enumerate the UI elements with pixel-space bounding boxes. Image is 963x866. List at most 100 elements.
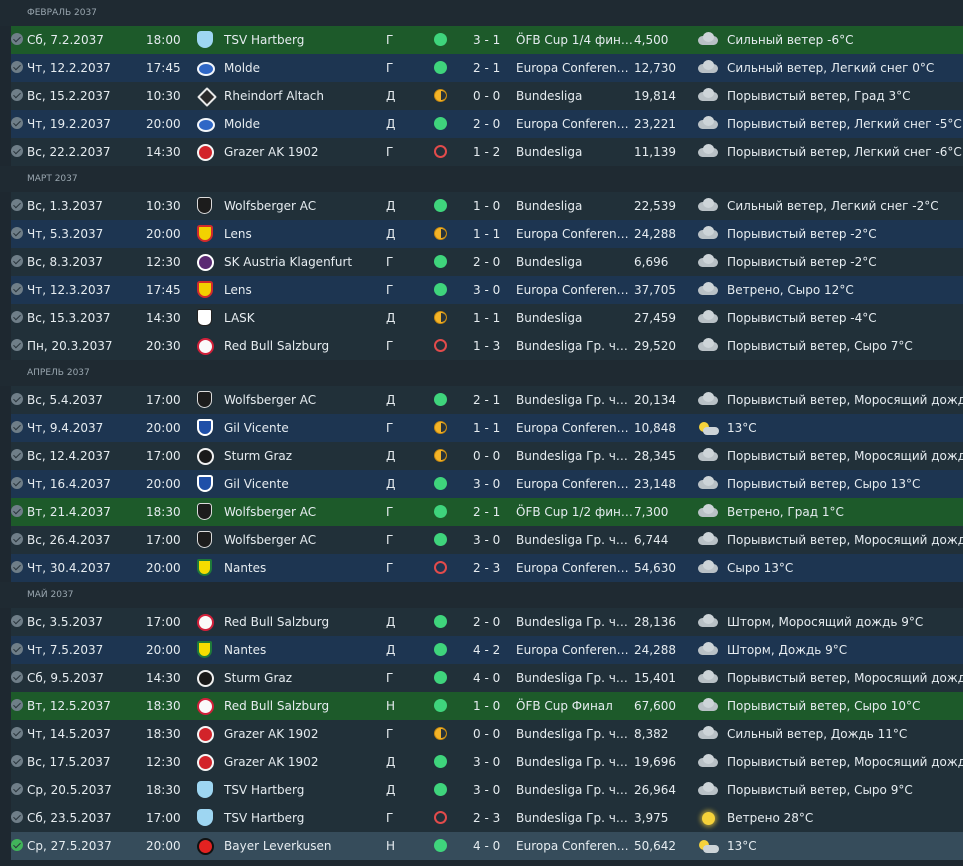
fixture-row[interactable]: Вс, 15.2.2037 10:30 Rheindorf Altach Д 0 - 0… (11, 82, 963, 110)
fixture-row[interactable]: Вс, 26.4.2037 17:00 Wolfsberger AC Г 3 - 0 Bu… (11, 526, 963, 554)
fixture-row[interactable]: Вс, 3.5.2037 17:00 Red Bull Salzburg Д 2 - 0… (11, 608, 963, 636)
fixture-row[interactable]: Пн, 20.3.2037 20:30 Red Bull Salzburg Г 1 - … (11, 332, 963, 360)
competition-name[interactable]: Bundesliga Гр. чемпионов (516, 442, 634, 470)
match-score[interactable]: 1 - 1 (473, 414, 500, 442)
competition-name[interactable]: Europa Conference League (516, 832, 634, 860)
opponent-name[interactable]: Nantes (224, 554, 266, 582)
fixture-row[interactable]: Чт, 9.4.2037 20:00 Gil Vicente Г 1 - 1 Europa… (11, 414, 963, 442)
match-score[interactable]: 4 - 0 (473, 832, 500, 860)
opponent-name[interactable]: TSV Hartberg (224, 26, 304, 54)
fixture-row[interactable]: Вт, 21.4.2037 18:30 Wolfsberger AC Г 2 - 1 ÖF… (11, 498, 963, 526)
opponent-name[interactable]: Red Bull Salzburg (224, 608, 329, 636)
opponent-name[interactable]: Sturm Graz (224, 664, 292, 692)
fixture-row[interactable]: Чт, 14.5.2037 18:30 Grazer AK 1902 Г 0 - 0 Bu… (11, 720, 963, 748)
competition-name[interactable]: Bundesliga Гр. чемпионов (516, 748, 634, 776)
opponent-name[interactable]: Wolfsberger AC (224, 526, 316, 554)
match-score[interactable]: 4 - 0 (473, 664, 500, 692)
match-score[interactable]: 1 - 0 (473, 192, 500, 220)
fixture-row[interactable]: Вс, 5.4.2037 17:00 Wolfsberger AC Д 2 - 1 Bun… (11, 386, 963, 414)
opponent-name[interactable]: TSV Hartberg (224, 804, 304, 832)
opponent-name[interactable]: Red Bull Salzburg (224, 692, 329, 720)
fixture-row[interactable]: Сб, 7.2.2037 18:00 TSV Hartberg Г 3 - 1 ÖFB C… (11, 26, 963, 54)
match-score[interactable]: 1 - 2 (473, 138, 500, 166)
opponent-name[interactable]: Lens (224, 220, 252, 248)
opponent-name[interactable]: Lens (224, 276, 252, 304)
opponent-name[interactable]: Gil Vicente (224, 414, 289, 442)
competition-name[interactable]: Bundesliga Гр. чемпионов (516, 664, 634, 692)
opponent-name[interactable]: Rheindorf Altach (224, 82, 324, 110)
fixture-row[interactable]: Чт, 12.2.2037 17:45 Molde Г 2 - 1 Europa Conf… (11, 54, 963, 82)
opponent-name[interactable]: TSV Hartberg (224, 776, 304, 804)
match-score[interactable]: 3 - 1 (473, 26, 500, 54)
match-score[interactable]: 3 - 0 (473, 748, 500, 776)
competition-name[interactable]: Bundesliga Гр. чемпионов (516, 332, 634, 360)
competition-name[interactable]: Europa Conference League (516, 276, 634, 304)
match-score[interactable]: 0 - 0 (473, 720, 500, 748)
match-score[interactable]: 2 - 1 (473, 386, 500, 414)
competition-name[interactable]: Bundesliga (516, 304, 634, 332)
match-score[interactable]: 2 - 3 (473, 554, 500, 582)
match-score[interactable]: 2 - 0 (473, 608, 500, 636)
competition-name[interactable]: Bundesliga (516, 248, 634, 276)
competition-name[interactable]: Europa Conference League (516, 636, 634, 664)
match-score[interactable]: 0 - 0 (473, 442, 500, 470)
match-score[interactable]: 3 - 0 (473, 470, 500, 498)
competition-name[interactable]: Bundesliga (516, 82, 634, 110)
competition-name[interactable]: Bundesliga Гр. чемпионов (516, 804, 634, 832)
match-score[interactable]: 1 - 0 (473, 692, 500, 720)
fixture-row[interactable]: Вс, 1.3.2037 10:30 Wolfsberger AC Д 1 - 0 Bun… (11, 192, 963, 220)
competition-name[interactable]: Europa Conference League (516, 220, 634, 248)
opponent-name[interactable]: Bayer Leverkusen (224, 832, 332, 860)
competition-name[interactable]: Europa Conference League (516, 470, 634, 498)
fixture-row[interactable]: Сб, 23.5.2037 17:00 TSV Hartberg Г 2 - 3 Bund… (11, 804, 963, 832)
opponent-name[interactable]: LASK (224, 304, 255, 332)
competition-name[interactable]: Bundesliga Гр. чемпионов (516, 720, 634, 748)
competition-name[interactable]: ÖFB Cup Финал (516, 692, 634, 720)
fixture-row[interactable]: Чт, 16.4.2037 20:00 Gil Vicente Д 3 - 0 Europ… (11, 470, 963, 498)
fixture-row[interactable]: Вт, 12.5.2037 18:30 Red Bull Salzburg Н 1 - … (11, 692, 963, 720)
competition-name[interactable]: Europa Conference League (516, 110, 634, 138)
match-score[interactable]: 1 - 1 (473, 220, 500, 248)
match-score[interactable]: 0 - 0 (473, 82, 500, 110)
opponent-name[interactable]: Wolfsberger AC (224, 192, 316, 220)
opponent-name[interactable]: Gil Vicente (224, 470, 289, 498)
competition-name[interactable]: ÖFB Cup 1/2 финала (516, 498, 634, 526)
match-score[interactable]: 4 - 2 (473, 636, 500, 664)
match-score[interactable]: 3 - 0 (473, 776, 500, 804)
opponent-name[interactable]: SK Austria Klagenfurt (224, 248, 352, 276)
match-score[interactable]: 2 - 0 (473, 248, 500, 276)
competition-name[interactable]: Bundesliga Гр. чемпионов (516, 386, 634, 414)
fixture-row[interactable]: Вс, 22.2.2037 14:30 Grazer AK 1902 Г 1 - 2 Bu… (11, 138, 963, 166)
opponent-name[interactable]: Sturm Graz (224, 442, 292, 470)
opponent-name[interactable]: Nantes (224, 636, 266, 664)
opponent-name[interactable]: Wolfsberger AC (224, 498, 316, 526)
competition-name[interactable]: Europa Conference League (516, 554, 634, 582)
competition-name[interactable]: Bundesliga Гр. чемпионов (516, 526, 634, 554)
match-score[interactable]: 1 - 3 (473, 332, 500, 360)
fixture-row[interactable]: Чт, 30.4.2037 20:00 Nantes Г 2 - 3 Europa Con… (11, 554, 963, 582)
match-score[interactable]: 3 - 0 (473, 526, 500, 554)
match-score[interactable]: 3 - 0 (473, 276, 500, 304)
opponent-name[interactable]: Grazer AK 1902 (224, 748, 318, 776)
match-score[interactable]: 1 - 1 (473, 304, 500, 332)
competition-name[interactable]: Bundesliga Гр. чемпионов (516, 608, 634, 636)
fixture-row[interactable]: Ср, 27.5.2037 20:00 Bayer Leverkusen Н 4 - 0… (11, 832, 963, 860)
competition-name[interactable]: Europa Conference League (516, 414, 634, 442)
fixture-row[interactable]: Вс, 8.3.2037 12:30 SK Austria Klagenfurt Г 2… (11, 248, 963, 276)
fixture-row[interactable]: Чт, 5.3.2037 20:00 Lens Д 1 - 1 Europa Confer… (11, 220, 963, 248)
competition-name[interactable]: Bundesliga (516, 138, 634, 166)
match-score[interactable]: 2 - 3 (473, 804, 500, 832)
match-score[interactable]: 2 - 1 (473, 498, 500, 526)
match-score[interactable]: 2 - 1 (473, 54, 500, 82)
competition-name[interactable]: ÖFB Cup 1/4 финала (516, 26, 634, 54)
fixture-row[interactable]: Чт, 12.3.2037 17:45 Lens Г 3 - 0 Europa Confe… (11, 276, 963, 304)
fixture-row[interactable]: Чт, 19.2.2037 20:00 Molde Д 2 - 0 Europa Conf… (11, 110, 963, 138)
fixture-row[interactable]: Вс, 17.5.2037 12:30 Grazer AK 1902 Д 3 - 0 Bu… (11, 748, 963, 776)
fixture-row[interactable]: Ср, 20.5.2037 18:30 TSV Hartberg Д 3 - 0 Bund… (11, 776, 963, 804)
fixture-row[interactable]: Сб, 9.5.2037 14:30 Sturm Graz Г 4 - 0 Bundesl… (11, 664, 963, 692)
opponent-name[interactable]: Molde (224, 54, 260, 82)
opponent-name[interactable]: Red Bull Salzburg (224, 332, 329, 360)
competition-name[interactable]: Europa Conference League (516, 54, 634, 82)
fixture-row[interactable]: Вс, 15.3.2037 14:30 LASK Д 1 - 1 Bundesliga 27… (11, 304, 963, 332)
competition-name[interactable]: Bundesliga Гр. чемпионов (516, 776, 634, 804)
